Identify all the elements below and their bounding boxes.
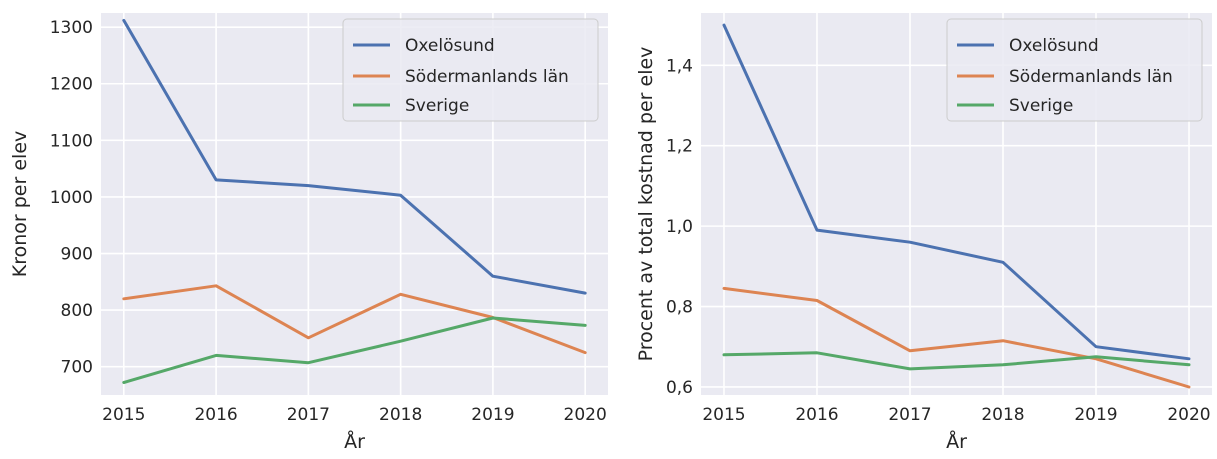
legend: Oxelösund Södermanlands län Sverige <box>342 18 599 122</box>
legend-frame <box>946 18 1203 122</box>
x-tick-label: 2019 <box>1074 405 1117 425</box>
x-tick-label: 2020 <box>564 405 607 425</box>
x-tick-label: 2015 <box>702 405 745 425</box>
legend-frame <box>342 18 599 122</box>
legend-entry: Sverige <box>405 96 469 116</box>
legend: Oxelösund Södermanlands län Sverige <box>946 18 1203 122</box>
legend-entry: Sverige <box>1009 96 1073 116</box>
series-line-2 <box>122 284 587 355</box>
y-tick-label: 1,4 <box>666 56 693 76</box>
y-tick-label: 0,8 <box>666 298 693 318</box>
y-tick-label: 900 <box>61 245 93 265</box>
y-tick-label: 1100 <box>50 131 93 151</box>
series-line-2 <box>722 286 1191 389</box>
y-tick-label: 0,6 <box>666 378 693 398</box>
x-tick-label: 2018 <box>379 405 422 425</box>
y-tick-label: 700 <box>61 358 93 378</box>
y-tick-label: 1000 <box>50 188 93 208</box>
legend-entry: Oxelösund <box>1009 36 1099 56</box>
x-tick-label: 2020 <box>1167 405 1210 425</box>
y-tick-label: 800 <box>61 301 93 321</box>
y-axis-label: Kronor per elev <box>9 131 31 278</box>
chart-panel-2: 2015 2016 2017 2018 2019 2020 0,6 0,8 1,0 1,2 1,4 Å… <box>635 13 1212 453</box>
y-tick-label: 1300 <box>50 18 93 38</box>
x-tick-label: 2015 <box>102 405 145 425</box>
x-tick-label: 2017 <box>888 405 931 425</box>
series-line-1 <box>122 18 587 295</box>
legend-entry: Södermanlands län <box>1009 67 1173 87</box>
legend-entry: Södermanlands län <box>405 67 569 87</box>
x-tick-label: 2017 <box>287 405 330 425</box>
x-tick-label: 2019 <box>471 405 514 425</box>
chart-panel-1: 2015 2016 2017 2018 2019 2020 700 800 900 1000 110… <box>9 13 608 453</box>
x-tick-label: 2018 <box>981 405 1024 425</box>
y-tick-label: 1,0 <box>666 217 693 237</box>
series-line-3 <box>722 351 1191 371</box>
y-tick-label: 1,2 <box>666 137 693 157</box>
series-line-3 <box>122 316 587 384</box>
x-tick-label: 2016 <box>795 405 838 425</box>
legend-entry: Oxelösund <box>405 36 495 56</box>
y-axis-label: Procent av total kostnad per elev <box>635 47 657 362</box>
y-tick-label: 1200 <box>50 75 93 95</box>
x-axis-label: År <box>946 430 967 453</box>
series-line-1 <box>722 23 1191 361</box>
x-axis-label: År <box>344 430 365 453</box>
x-tick-label: 2016 <box>194 405 237 425</box>
